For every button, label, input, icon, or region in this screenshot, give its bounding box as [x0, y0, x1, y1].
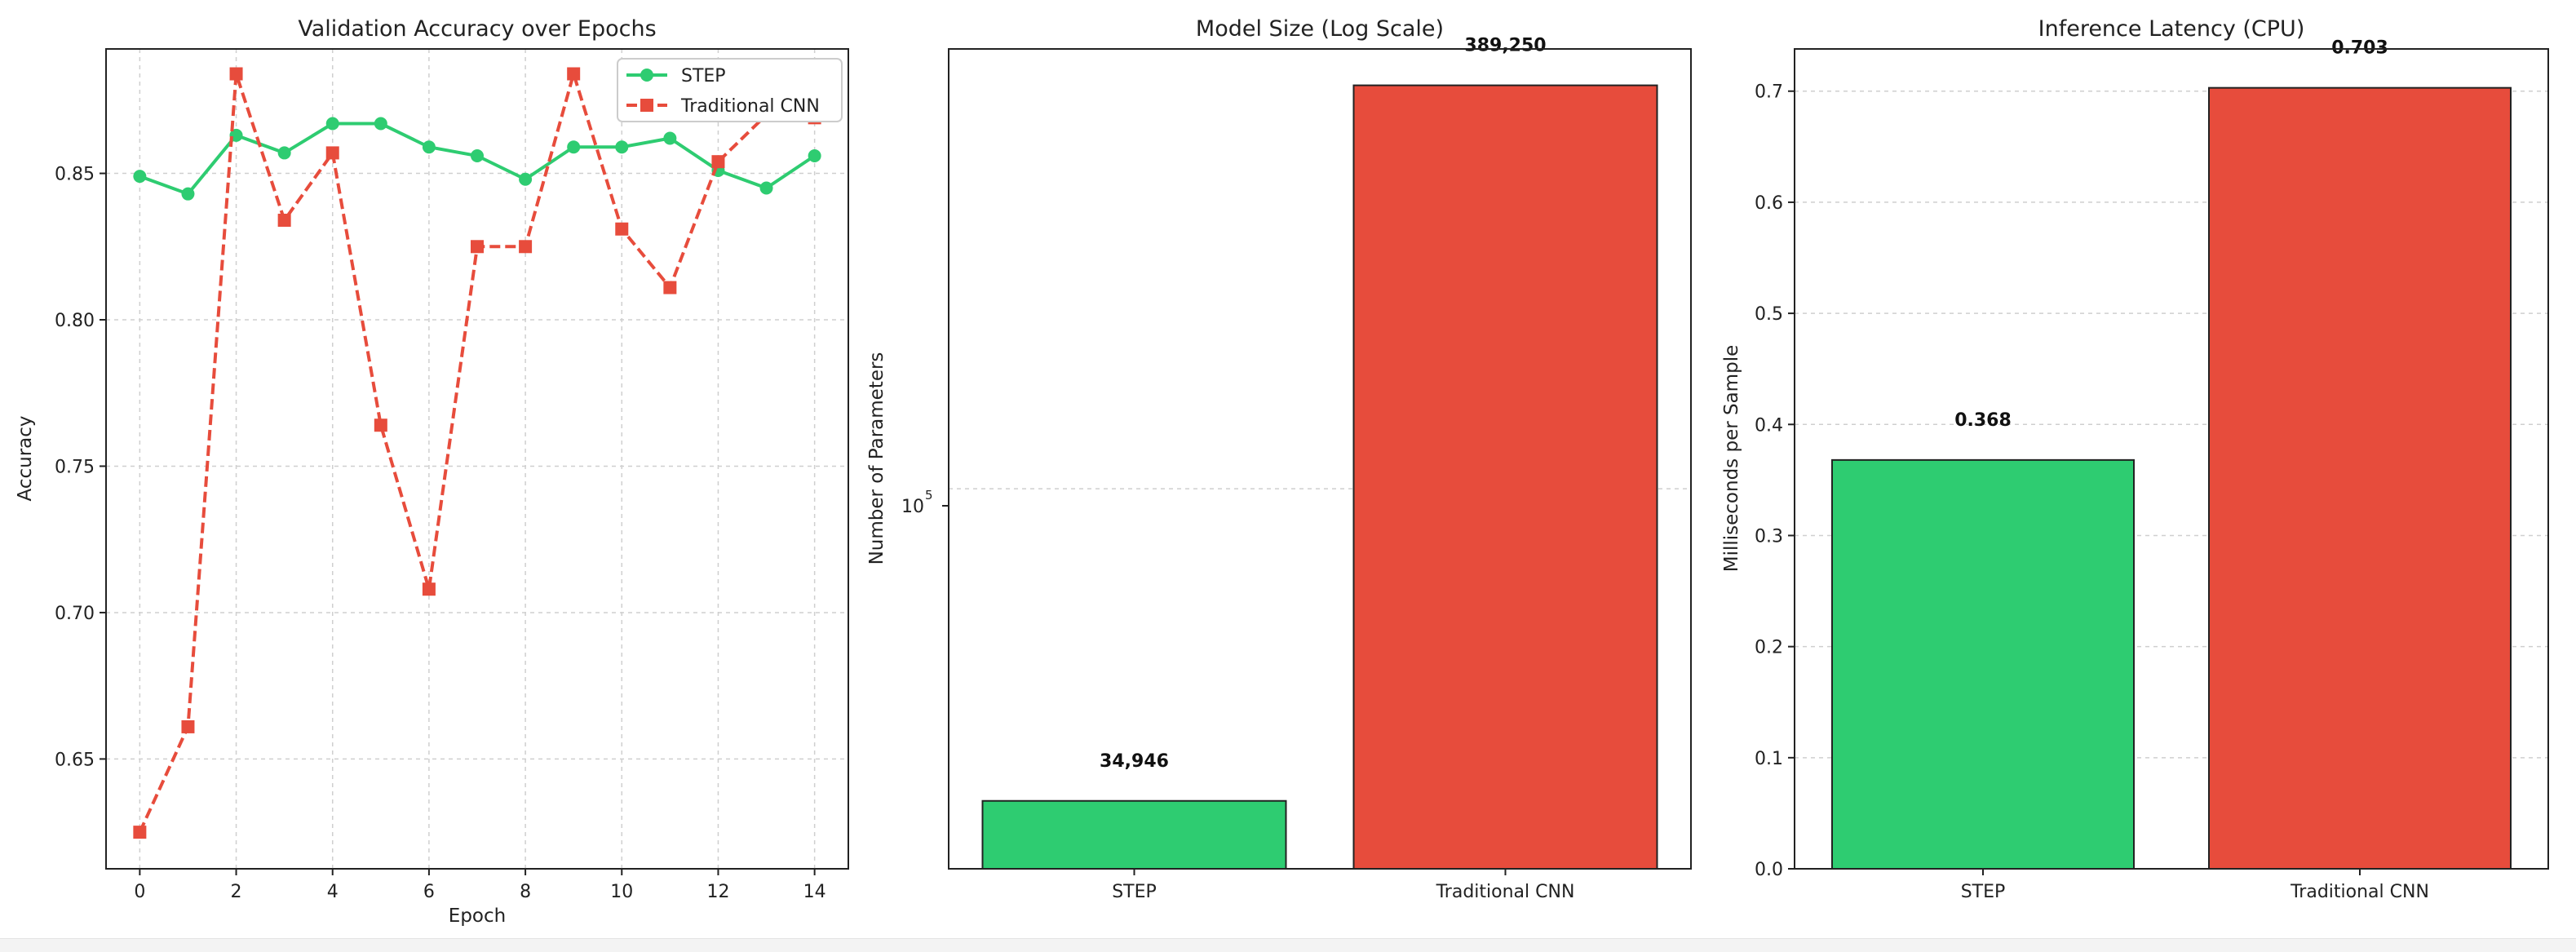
bar-traditional-cnn [1352, 84, 1658, 870]
ytick-label: 0.7 [1755, 82, 1783, 103]
data-point-step [325, 117, 339, 131]
ytick-label: 0.5 [1755, 304, 1783, 325]
model-size-ytick-1e5: 10 5 [901, 488, 949, 517]
data-point-traditional-cnn [277, 213, 291, 227]
model-size-y-label: Number of Parameters [866, 352, 887, 565]
accuracy-series [133, 67, 821, 839]
bar-traditional-cnn [2208, 86, 2512, 870]
ytick-label: 0.2 [1755, 638, 1783, 658]
model-size-ticks: STEP Traditional CNN [1112, 869, 1574, 902]
accuracy-grid [106, 49, 848, 869]
data-point-traditional-cnn [133, 826, 147, 839]
ytick-label: 0.6 [1755, 193, 1783, 214]
accuracy-xtick-label: 14 [803, 882, 826, 902]
ytick-label: 0.4 [1755, 415, 1783, 436]
bottom-strip [0, 938, 2576, 952]
latency-ticks: 0.0 0.1 0.2 0.3 0.4 0.5 0.6 0.7 STEP Traditional … [1755, 82, 2429, 902]
data-point-traditional-cnn [229, 67, 243, 81]
bar-value-label-step: 34,946 [1100, 751, 1169, 772]
series-line-traditional-cnn [138, 68, 815, 833]
ytick-label: 0.0 [1755, 860, 1783, 880]
data-point-step [422, 140, 436, 154]
bar-step [981, 799, 1287, 870]
model-size-chart: Model Size (Log Scale) 34,946 389,250 STE… [866, 16, 1692, 902]
legend-box [617, 58, 843, 122]
ytick-label: 0.3 [1755, 526, 1783, 547]
accuracy-plot-frame [105, 48, 849, 870]
legend-marker-square [640, 99, 653, 112]
accuracy-xtick-label: 4 [327, 882, 339, 902]
accuracy-y-label: Accuracy [15, 415, 36, 501]
accuracy-chart-title: Validation Accuracy over Epochs [298, 16, 656, 42]
data-point-traditional-cnn [615, 222, 629, 236]
data-point-step [567, 140, 581, 154]
accuracy-xtick-label: 8 [520, 882, 531, 902]
xtick-label-traditional-cnn: Traditional CNN [1436, 882, 1575, 902]
data-point-step [277, 146, 291, 160]
bar-step [1831, 458, 2135, 870]
accuracy-ytick-label: 0.70 [55, 604, 95, 624]
data-point-traditional-cnn [663, 281, 677, 294]
data-point-step [133, 170, 147, 184]
accuracy-xtick-label: 12 [706, 882, 729, 902]
accuracy-ytick-label: 0.85 [55, 165, 95, 185]
data-point-step [471, 149, 484, 163]
ytick-label: 0.1 [1755, 749, 1783, 769]
xtick-label-step: STEP [1112, 882, 1157, 902]
accuracy-ytick-label: 0.75 [55, 457, 95, 477]
model-size-bars: 34,946 389,250 [981, 36, 1658, 870]
accuracy-ytick-label: 0.65 [55, 750, 95, 770]
xtick-label-traditional-cnn: Traditional CNN [2290, 882, 2429, 902]
data-point-step [374, 117, 387, 131]
ytick-base: 10 [901, 497, 924, 517]
accuracy-x-label: Epoch [449, 906, 506, 927]
accuracy-ytick-label: 0.80 [55, 311, 95, 331]
legend-label-traditional-cnn: Traditional CNN [680, 96, 820, 117]
data-point-step [759, 181, 773, 195]
accuracy-xtick-label: 10 [610, 882, 633, 902]
accuracy-xtick-label: 6 [423, 882, 435, 902]
data-point-step [808, 149, 821, 163]
xtick-label-step: STEP [1961, 882, 2006, 902]
accuracy-ticks: 0 2 4 6 8 10 12 14 0.65 0.70 0.75 0.80 0.85 [55, 165, 826, 902]
accuracy-legend: STEP Traditional CNN [617, 58, 843, 122]
data-point-step [181, 187, 195, 201]
legend-label-step: STEP [681, 66, 726, 86]
legend-entry-traditional-cnn: Traditional CNN [626, 96, 820, 117]
latency-plot-frame [1794, 48, 2549, 870]
data-point-traditional-cnn [519, 240, 533, 254]
data-point-traditional-cnn [422, 582, 436, 596]
latency-y-label: Milliseconds per Sample [1721, 345, 1742, 572]
data-point-traditional-cnn [471, 240, 484, 254]
bar-value-label-traditional-cnn: 389,250 [1464, 36, 1546, 56]
data-point-step [519, 172, 533, 186]
data-point-traditional-cnn [374, 418, 387, 432]
bar-value-label-step: 0.368 [1954, 410, 2012, 431]
data-point-step [663, 131, 677, 145]
accuracy-xtick-label: 2 [231, 882, 242, 902]
model-size-chart-title: Model Size (Log Scale) [1196, 16, 1444, 42]
data-point-traditional-cnn [567, 67, 581, 81]
data-point-traditional-cnn [711, 155, 725, 169]
legend-entry-step: STEP [626, 66, 726, 86]
data-point-traditional-cnn [325, 146, 339, 160]
data-point-step [615, 140, 629, 154]
legend-marker-circle [640, 69, 653, 82]
data-point-traditional-cnn [181, 720, 195, 733]
model-size-plot-frame [948, 48, 1692, 870]
accuracy-xtick-label: 0 [134, 882, 145, 902]
latency-chart-title: Inference Latency (CPU) [2038, 16, 2305, 42]
ytick-exponent: 5 [925, 488, 933, 503]
accuracy-chart: Validation Accuracy over Epochs 0 2 4 6 8 10 1… [15, 16, 849, 927]
